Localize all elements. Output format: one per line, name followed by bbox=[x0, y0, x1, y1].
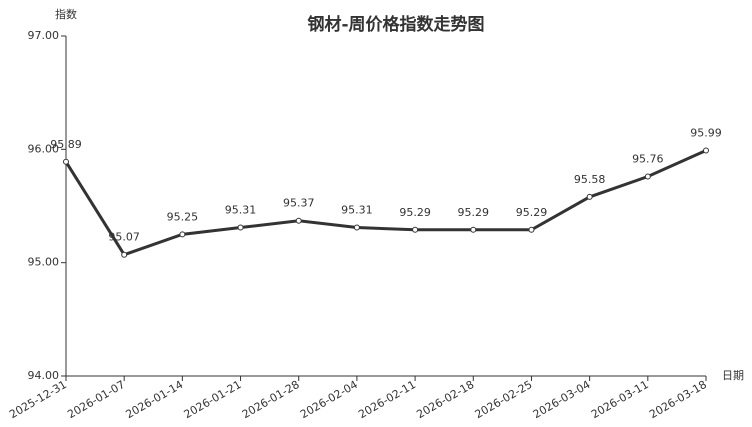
x-tick-label: 2026-02-25 bbox=[473, 378, 535, 421]
x-tick-label: 2026-02-11 bbox=[356, 378, 418, 421]
x-tick-label: 2026-01-28 bbox=[240, 378, 302, 421]
data-label: 95.29 bbox=[458, 206, 490, 219]
x-tick-label: 2026-03-04 bbox=[531, 378, 593, 421]
x-tick-label: 2026-02-18 bbox=[414, 378, 476, 421]
point bbox=[644, 173, 651, 180]
chart-title: 钢材-周价格指数走势图 bbox=[307, 14, 484, 35]
x-tick-label: 2026-01-07 bbox=[65, 378, 127, 421]
x-axis-label: 日期 bbox=[722, 369, 744, 382]
point bbox=[586, 193, 593, 200]
y-tick-label: 94.00 bbox=[28, 369, 60, 382]
point bbox=[179, 231, 186, 238]
point bbox=[295, 217, 302, 224]
y-tick-label: 97.00 bbox=[28, 29, 60, 42]
data-label: 95.58 bbox=[574, 173, 606, 186]
data-label: 95.29 bbox=[399, 206, 431, 219]
y-axis-label: 指数 bbox=[55, 7, 77, 21]
point bbox=[412, 226, 419, 233]
data-label: 95.31 bbox=[225, 204, 257, 217]
point bbox=[703, 147, 709, 154]
point bbox=[470, 226, 477, 233]
data-label: 95.31 bbox=[341, 204, 373, 217]
point bbox=[63, 158, 69, 165]
data-label: 95.07 bbox=[108, 231, 140, 244]
x-tick-label: 2026-03-18 bbox=[647, 378, 709, 421]
x-tick-label: 2026-01-14 bbox=[123, 378, 185, 421]
data-label: 95.29 bbox=[516, 206, 548, 219]
point bbox=[353, 224, 360, 231]
x-tick-label: 2026-01-21 bbox=[182, 378, 244, 421]
line bbox=[64, 149, 707, 257]
y-tick-label: 96.00 bbox=[28, 142, 60, 155]
x-tick-label: 2025-12-31 bbox=[7, 378, 69, 421]
x-tick-label: 2026-03-11 bbox=[589, 378, 651, 421]
point bbox=[528, 226, 535, 233]
data-label: 95.99 bbox=[690, 126, 722, 139]
data-label: 95.25 bbox=[167, 210, 199, 223]
data-label: 95.76 bbox=[632, 153, 664, 166]
point bbox=[237, 224, 244, 231]
point bbox=[121, 251, 128, 258]
data-label: 95.89 bbox=[50, 138, 82, 151]
x-tick-label: 2026-02-04 bbox=[298, 378, 360, 421]
y-tick-label: 95.00 bbox=[28, 256, 60, 269]
data-label: 95.37 bbox=[283, 197, 315, 210]
